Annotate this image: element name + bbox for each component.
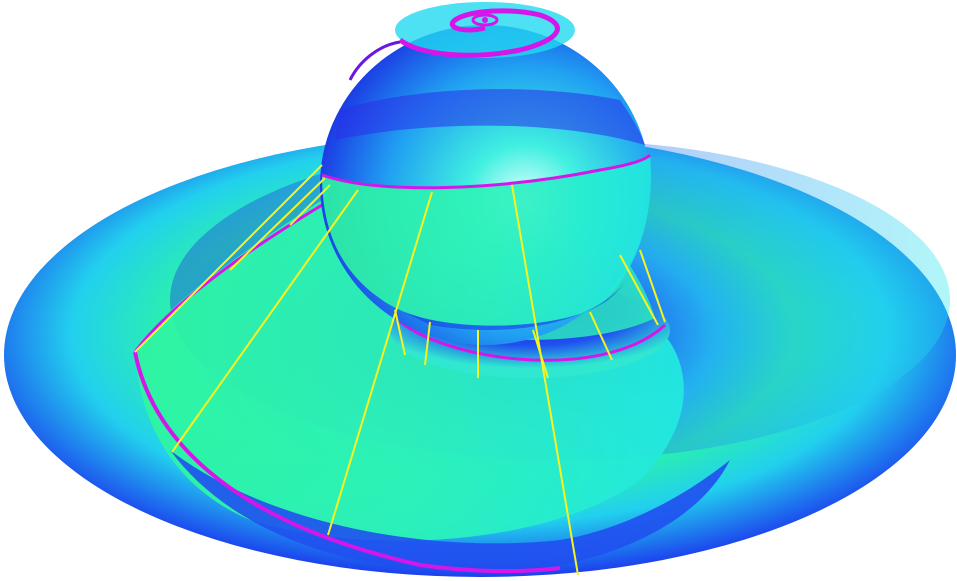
- field-lines: [134, 164, 666, 576]
- sphere: [320, 2, 652, 345]
